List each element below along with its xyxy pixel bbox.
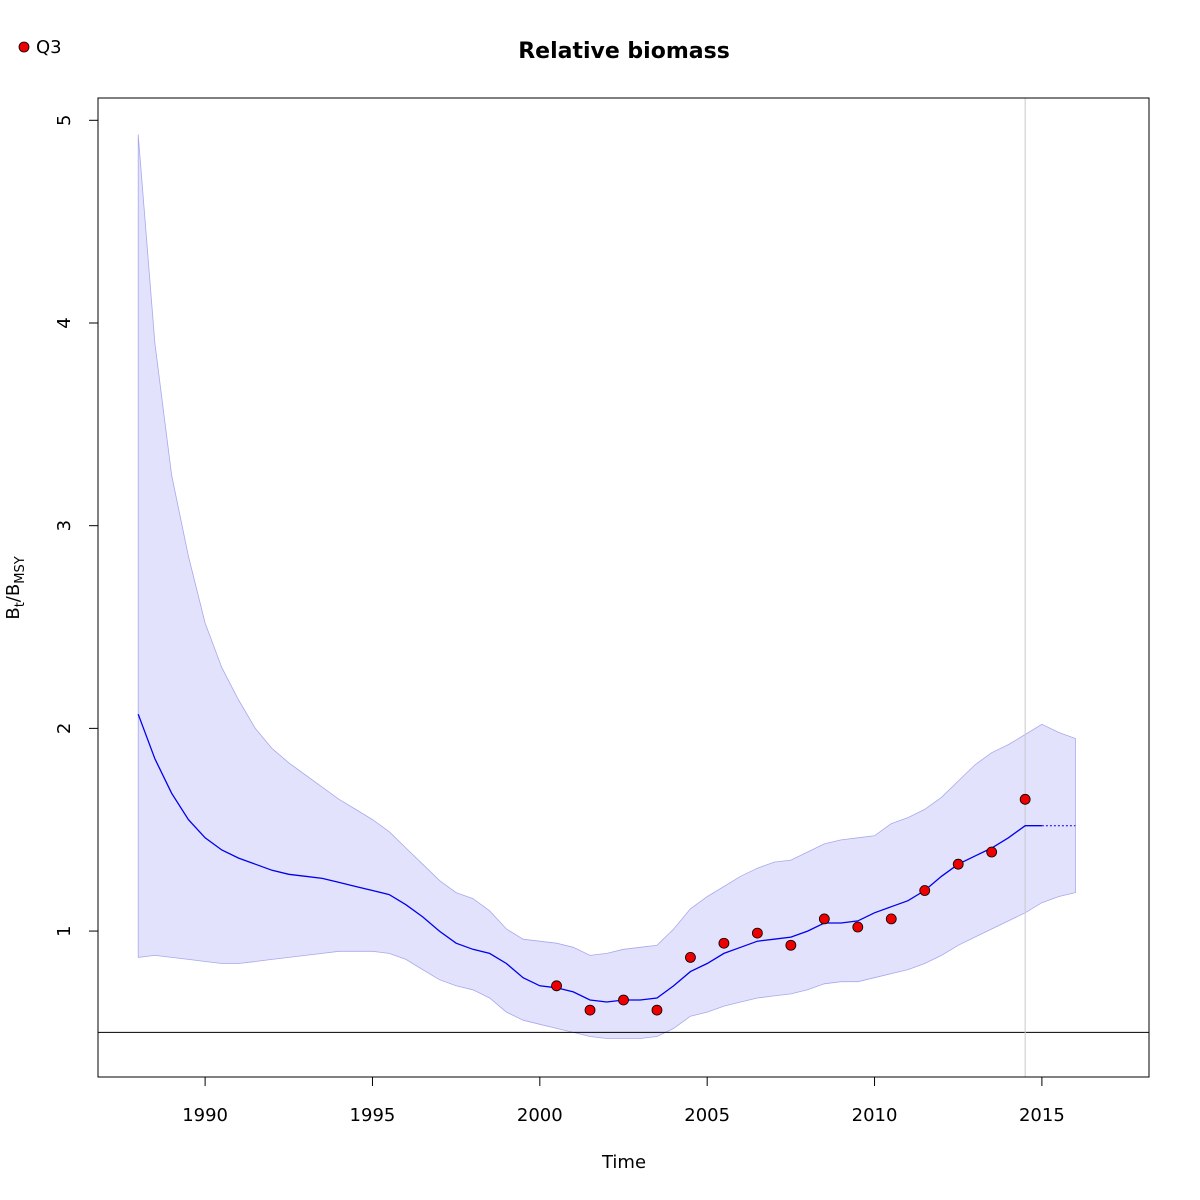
observation-point (584, 1004, 596, 1016)
x-tick-label: 2015 (1019, 1105, 1065, 1126)
observation-points-layer (551, 793, 1031, 1016)
legend-marker-q3 (18, 41, 30, 53)
y-axis-label: Bt/BMSY (3, 556, 28, 619)
y-axis: 1 2 3 4 5 (54, 115, 98, 937)
y-tick-label: 5 (54, 115, 75, 126)
x-tick-label: 2000 (517, 1105, 563, 1126)
confidence-band-layer (137, 134, 1076, 1039)
observation-point (751, 927, 763, 939)
x-tick-label: 2010 (852, 1105, 898, 1126)
x-axis: 1990 1995 2000 2005 2010 2015 (182, 1077, 1065, 1126)
reference-lines-layer (98, 98, 1149, 1077)
observation-point (919, 885, 931, 896)
observation-point (685, 952, 696, 963)
observation-point (718, 937, 730, 949)
observation-point (1019, 793, 1031, 805)
observation-point (952, 858, 964, 870)
y-tick-label: 1 (54, 925, 75, 936)
y-tick-label: 4 (54, 317, 75, 328)
observation-point (885, 913, 897, 925)
legend: Q3 (18, 37, 62, 58)
estimate-line-layer (137, 713, 1076, 1003)
y-tick-label: 2 (54, 723, 75, 734)
y-tick-label: 3 (54, 520, 75, 531)
estimate-line (137, 713, 1042, 1003)
confidence-band (137, 134, 1076, 1039)
observation-point (551, 980, 562, 992)
x-axis-label: Time (601, 1152, 646, 1173)
observation-point (818, 913, 830, 925)
observation-point (852, 921, 864, 933)
chart-title: Relative biomass (518, 39, 730, 64)
x-tick-label: 2005 (684, 1105, 730, 1126)
observation-point (986, 846, 998, 858)
observation-point (618, 994, 629, 1006)
x-tick-label: 1990 (182, 1105, 228, 1126)
observation-point (651, 1004, 663, 1016)
plot-frame (97, 97, 1150, 1078)
x-tick-label: 1995 (350, 1105, 396, 1126)
legend-label-q3: Q3 (36, 37, 62, 58)
observation-point (785, 939, 797, 951)
